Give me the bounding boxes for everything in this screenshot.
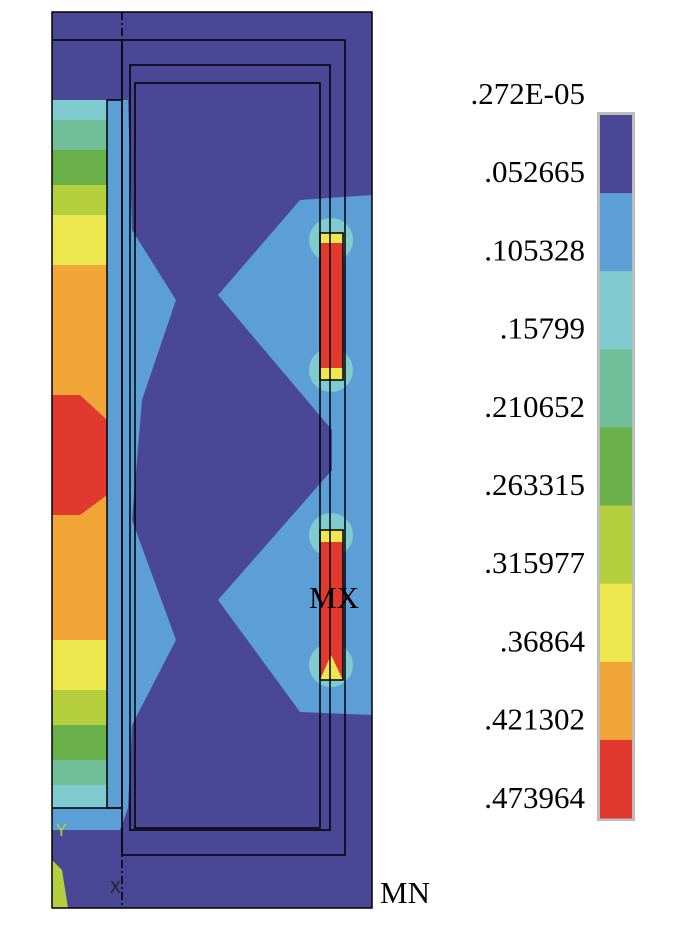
max-marker: MX xyxy=(309,580,359,615)
left-strip xyxy=(52,100,107,808)
legend-swatch xyxy=(600,427,632,507)
geometry-lines xyxy=(51,11,373,909)
legend: .272E-05 .052665 .105328 .15799 .210652 .2633… xyxy=(470,76,635,821)
min-marker: MN xyxy=(380,875,430,910)
legend-label: .36864 xyxy=(500,623,586,658)
triad-z: Z xyxy=(54,879,65,899)
legend-label: .421302 xyxy=(484,702,585,737)
legend-label: .473964 xyxy=(484,780,585,815)
legend-label: .052665 xyxy=(484,154,585,189)
legend-swatch xyxy=(600,271,632,350)
legend-label: .315977 xyxy=(484,545,585,580)
contour-plot: Y Z X MX MN xyxy=(51,11,430,910)
legend-label: .272E-05 xyxy=(470,76,585,111)
legend-label: .263315 xyxy=(484,467,585,502)
legend-label: .210652 xyxy=(484,389,585,424)
legend-swatch xyxy=(600,583,632,663)
legend-swatch xyxy=(600,661,632,741)
legend-swatch xyxy=(600,505,632,585)
triad-y: Y xyxy=(56,822,67,842)
contour-region xyxy=(52,860,68,908)
contour-region xyxy=(107,100,176,808)
contour-region xyxy=(52,808,128,830)
legend-label: .15799 xyxy=(500,311,585,346)
legend-swatch xyxy=(600,115,632,194)
legend-swatch xyxy=(600,349,632,428)
legend-label: .105328 xyxy=(484,232,585,267)
legend-swatch xyxy=(600,739,632,819)
legend-swatch xyxy=(600,193,632,272)
triad-x: X xyxy=(110,879,121,899)
